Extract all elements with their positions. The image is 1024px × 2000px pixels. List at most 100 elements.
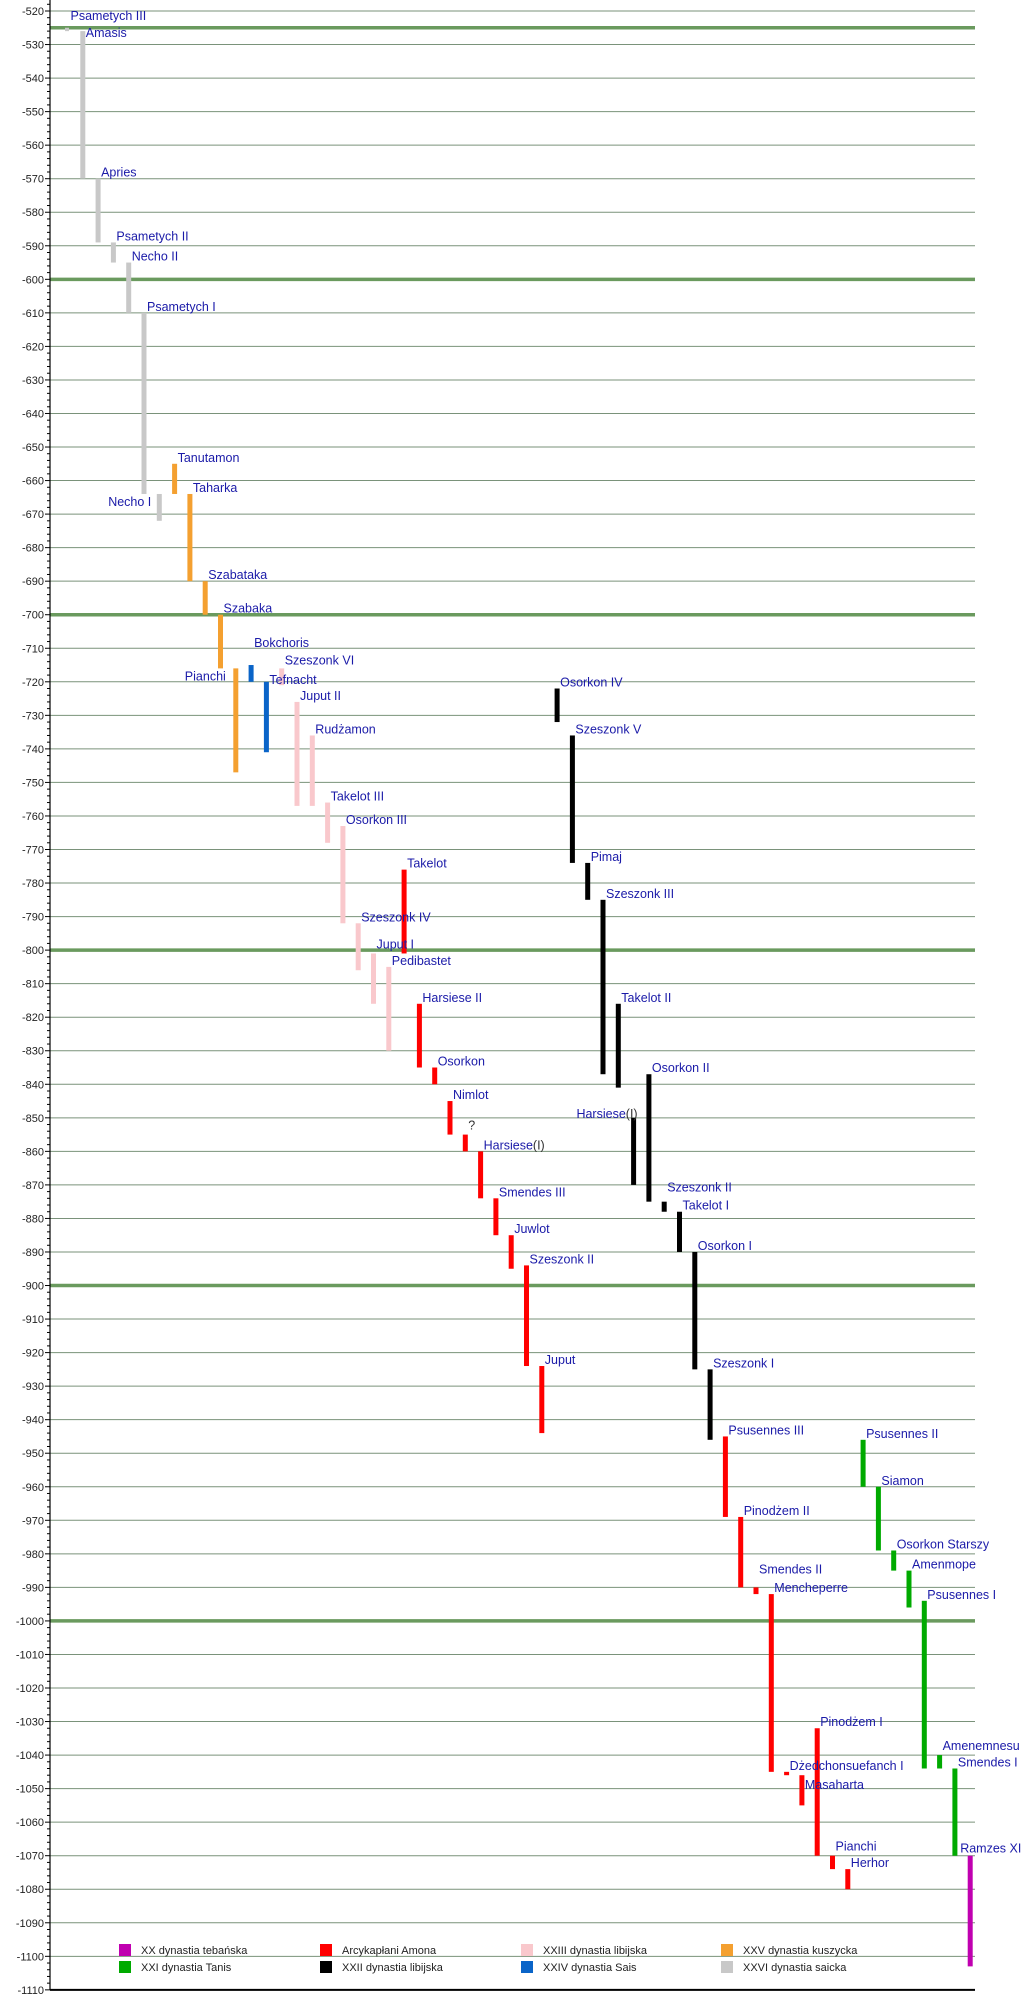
reign-bar — [386, 966, 392, 1051]
legend-swatch — [521, 1944, 533, 1956]
reign-bar — [65, 27, 69, 32]
reign-bar — [172, 463, 178, 494]
y-tick-label: -680 — [22, 543, 44, 555]
reign-label: Juput II — [300, 689, 341, 703]
reign-bar — [478, 1151, 484, 1199]
legend-swatch — [119, 1961, 131, 1973]
reign-label: Harsiese(I) — [576, 1107, 637, 1121]
reign-bar — [95, 178, 101, 243]
y-tick-label: -620 — [22, 341, 44, 353]
y-axis: -520 -530 -540 -550 -560 -570 -580 -590 -600 -610… — [16, 0, 975, 1997]
legend-item: XXVI dynastia saicka — [721, 1961, 847, 1974]
reign-bar — [952, 1768, 958, 1856]
reign-bar — [141, 312, 147, 494]
reign-bar — [110, 242, 116, 263]
reign-label: Takelot I — [683, 1199, 730, 1213]
reign-bar — [722, 1436, 728, 1517]
legend-label: Arcykapłani Amona — [342, 1945, 437, 1957]
reign-label: Ramzes XI — [960, 1842, 1021, 1856]
reign-label: Juput I — [377, 937, 415, 951]
reign-label: Psusennes I — [927, 1588, 996, 1602]
reign-label: Pianchi — [836, 1840, 877, 1854]
reign-label: Pedibastet — [392, 954, 452, 968]
reign-bars — [65, 27, 973, 1967]
reign-label: Szeszonk IV — [361, 910, 431, 924]
y-tick-label: -820 — [22, 1012, 44, 1024]
reign-label: Smendes III — [499, 1185, 566, 1199]
reign-label: Smendes I — [958, 1755, 1018, 1769]
reign-label: Psametych I — [147, 300, 216, 314]
reign-label: Taharka — [193, 481, 238, 495]
reign-label: Takelot II — [621, 991, 671, 1005]
y-tick-label: -900 — [22, 1281, 44, 1293]
y-tick-label: -520 — [22, 6, 44, 18]
legend-swatch — [521, 1961, 533, 1973]
reign-bar — [814, 1728, 820, 1856]
y-tick-label: -770 — [22, 845, 44, 857]
y-tick-label: -740 — [22, 744, 44, 756]
reign-bar — [569, 735, 575, 863]
legend-swatch — [721, 1944, 733, 1956]
reign-bar — [401, 869, 407, 954]
reign-bar — [539, 1366, 545, 1434]
reign-bar — [416, 1003, 422, 1068]
reign-bar — [248, 665, 254, 682]
y-tick-label: -800 — [22, 945, 44, 957]
reign-label: Psusennes III — [728, 1423, 804, 1437]
y-tick-label: -1080 — [16, 1884, 44, 1896]
reign-label: Tanutamon — [178, 451, 240, 465]
y-tick-label: -630 — [22, 375, 44, 387]
y-tick-label: -760 — [22, 811, 44, 823]
y-tick-label: -540 — [22, 73, 44, 85]
y-tick-label: -780 — [22, 878, 44, 890]
reign-label: Tefnacht — [269, 673, 317, 687]
y-tick-label: -1060 — [16, 1817, 44, 1829]
reign-label: Osorkon — [438, 1055, 485, 1069]
reign-label: ? — [468, 1119, 475, 1133]
legend-label: XXI dynastia Tanis — [141, 1962, 232, 1974]
reign-bar — [432, 1067, 438, 1085]
reign-bar — [615, 1003, 621, 1088]
y-tick-label: -890 — [22, 1247, 44, 1259]
y-tick-label: -750 — [22, 777, 44, 789]
reign-label: Osorkon IV — [560, 676, 623, 690]
y-tick-label: -1040 — [16, 1750, 44, 1762]
reign-bar — [631, 1117, 637, 1185]
y-tick-label: -910 — [22, 1314, 44, 1326]
y-tick-label: -690 — [22, 576, 44, 588]
reign-bar — [646, 1074, 652, 1202]
reign-bar — [80, 31, 86, 179]
reign-label: Pinodżem I — [820, 1715, 883, 1729]
y-tick-label: -1100 — [17, 1951, 44, 1963]
y-tick-label: -850 — [22, 1113, 44, 1125]
reign-bar — [768, 1594, 774, 1772]
reign-bar — [554, 688, 560, 723]
reign-label: Szeszonk II — [530, 1252, 595, 1266]
y-tick-label: -990 — [22, 1582, 44, 1594]
y-tick-label: -1030 — [16, 1717, 44, 1729]
reign-bar — [891, 1550, 897, 1571]
reign-label: Bokchoris — [254, 636, 309, 650]
reign-bar — [218, 614, 223, 669]
reign-bar — [325, 802, 331, 843]
y-tick-label: -960 — [22, 1482, 44, 1494]
legend-item: XX dynastia tebańska — [119, 1944, 248, 1957]
reign-bar — [799, 1775, 805, 1806]
reign-label: Szabaka — [224, 602, 273, 616]
reign-label: Necho I — [108, 495, 151, 509]
legend-label: XX dynastia tebańska — [141, 1945, 248, 1957]
reign-label: Szeszonk V — [575, 722, 642, 736]
reign-label: Herhor — [851, 1856, 889, 1870]
y-tick-label: -600 — [22, 274, 44, 286]
reign-bar — [508, 1235, 514, 1269]
reign-label: Amenemnesu — [943, 1739, 1020, 1753]
reign-label: Osorkon I — [698, 1239, 752, 1253]
y-tick-label: -970 — [22, 1515, 44, 1527]
legend-item: XXV dynastia kuszycka — [721, 1944, 858, 1957]
y-tick-label: -1110 — [17, 1985, 44, 1997]
y-tick-label: -810 — [22, 979, 44, 991]
reign-label: Osorkon III — [346, 813, 407, 827]
reign-bar — [661, 1201, 667, 1212]
y-tick-label: -590 — [22, 241, 44, 253]
